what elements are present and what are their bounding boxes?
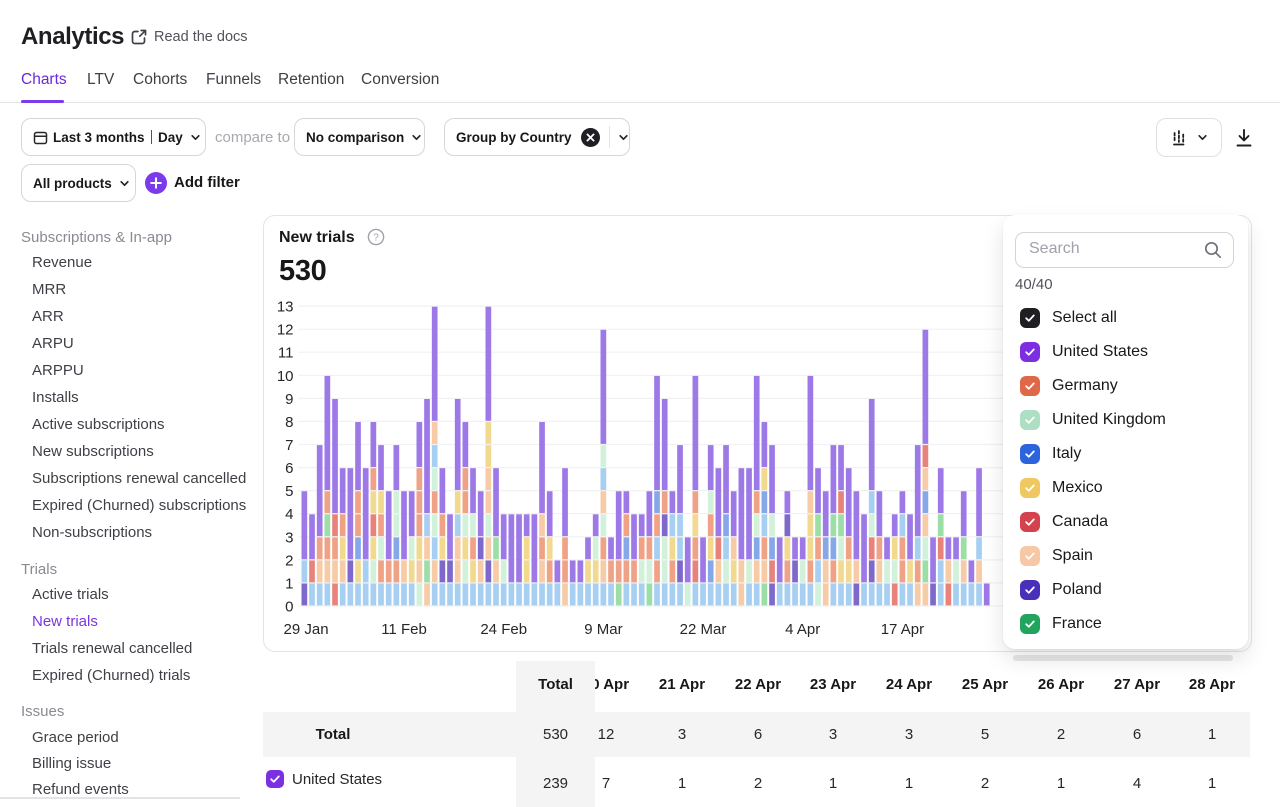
svg-text:29 Jan: 29 Jan xyxy=(284,621,329,638)
svg-text:7: 7 xyxy=(285,437,293,454)
svg-text:1: 1 xyxy=(285,575,293,592)
svg-text:17 Apr: 17 Apr xyxy=(881,621,924,638)
svg-text:4: 4 xyxy=(285,506,293,523)
svg-text:?: ? xyxy=(373,233,379,244)
svg-text:24 Feb: 24 Feb xyxy=(480,621,527,638)
svg-text:5: 5 xyxy=(285,483,293,500)
svg-text:4 Apr: 4 Apr xyxy=(785,621,820,638)
svg-text:0: 0 xyxy=(285,599,293,616)
svg-text:10: 10 xyxy=(277,368,294,385)
svg-text:9 Mar: 9 Mar xyxy=(584,621,622,638)
svg-text:3: 3 xyxy=(285,529,293,546)
svg-text:13: 13 xyxy=(277,299,294,316)
svg-text:9: 9 xyxy=(285,391,293,408)
svg-text:6: 6 xyxy=(285,460,293,477)
svg-text:11 Feb: 11 Feb xyxy=(381,621,427,638)
svg-text:22 Mar: 22 Mar xyxy=(680,621,727,638)
svg-text:11: 11 xyxy=(278,345,294,362)
svg-text:12: 12 xyxy=(277,322,294,339)
svg-text:2: 2 xyxy=(285,552,293,569)
svg-text:8: 8 xyxy=(285,414,293,431)
